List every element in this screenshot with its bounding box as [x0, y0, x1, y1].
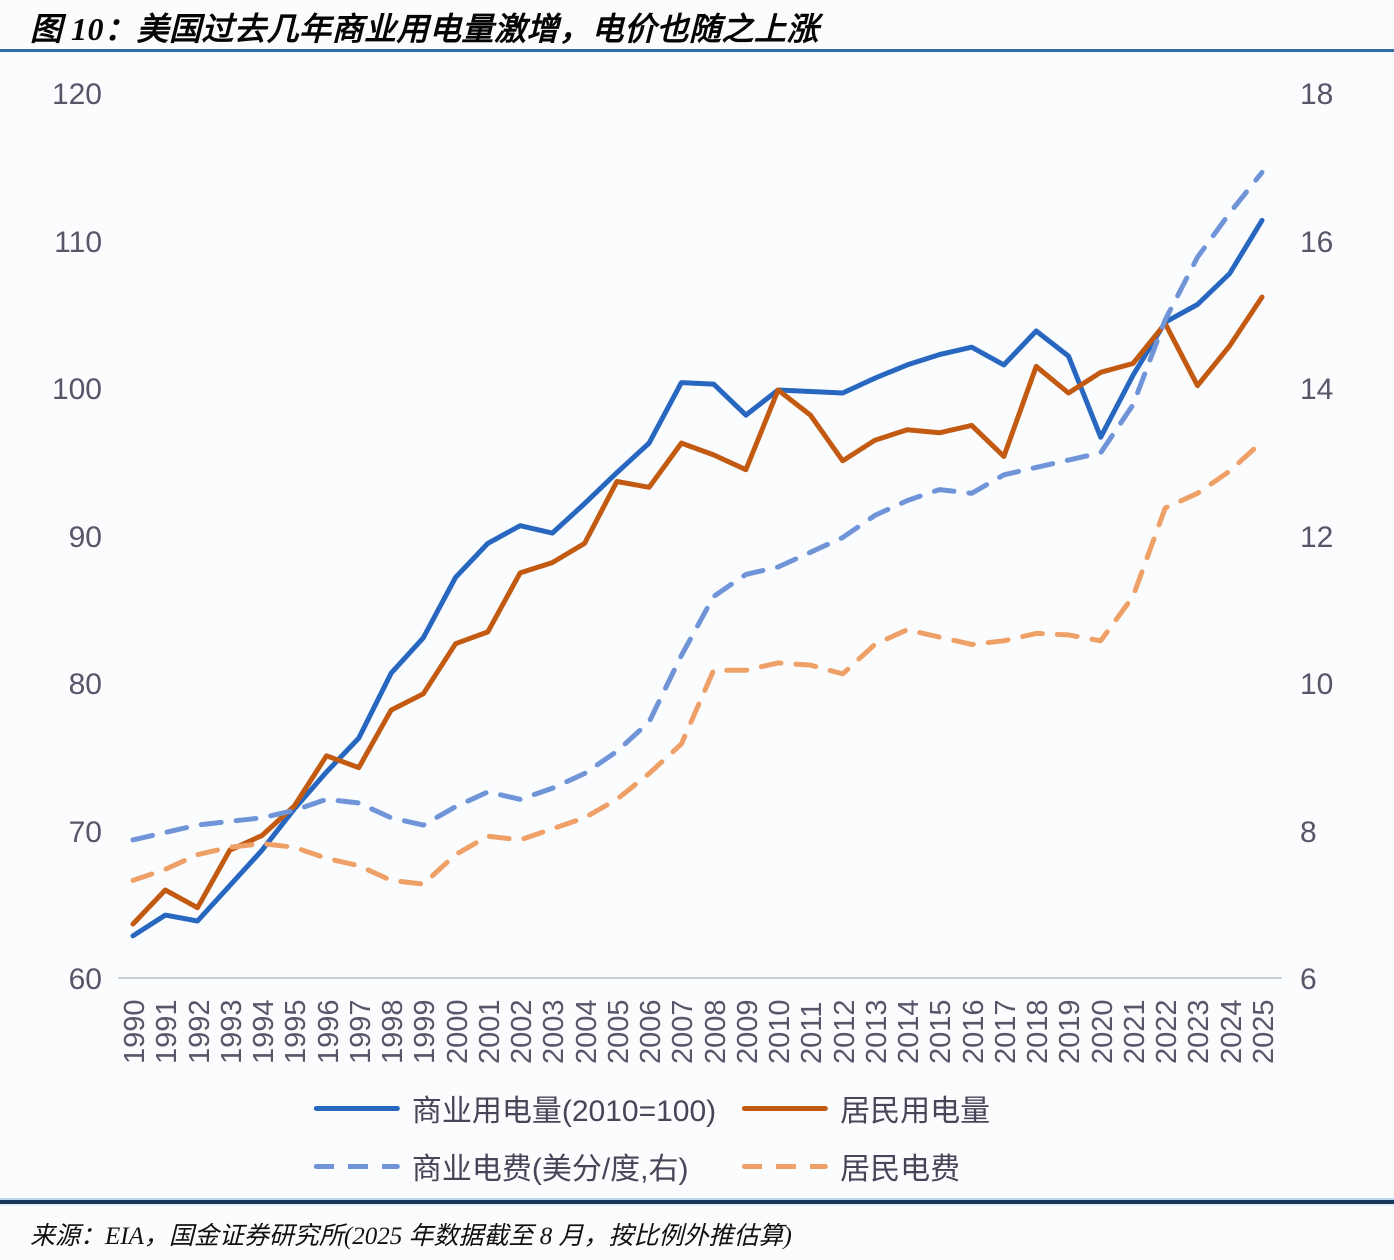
series-line-1 [130, 294, 1265, 927]
x-tick-1991: 1991 [151, 999, 184, 1064]
legend-item-residential-price: 居民电费 [742, 1144, 990, 1188]
x-tick-2002: 2002 [506, 999, 539, 1064]
legend-item-commercial-price: 商业电费(美分/度,右) [313, 1144, 716, 1188]
right-tick-6: 6 [1300, 963, 1317, 996]
x-tick-1994: 1994 [248, 999, 281, 1064]
right-tick-16: 16 [1300, 225, 1334, 259]
left-tick-110: 110 [54, 225, 102, 259]
x-tick-2013: 2013 [860, 999, 893, 1064]
x-tick-2016: 2016 [957, 999, 990, 1064]
x-tick-2011: 2011 [796, 1001, 829, 1064]
x-tick-2023: 2023 [1183, 999, 1216, 1064]
legend-label: 商业用电量(2010=100) [411, 1095, 717, 1128]
right-tick-14: 14 [1300, 373, 1334, 406]
x-tick-2022: 2022 [1151, 999, 1184, 1064]
legend-label: 商业电费(美分/度,右) [411, 1153, 689, 1186]
legend-label: 居民用电量 [840, 1095, 991, 1128]
series-line-0 [130, 217, 1265, 939]
left-tick-70: 70 [68, 815, 102, 849]
x-tick-2015: 2015 [925, 999, 958, 1064]
x-tick-2017: 2017 [989, 999, 1022, 1064]
title-divider [0, 49, 1394, 52]
x-tick-2001: 2001 [473, 999, 506, 1064]
right-tick-8: 8 [1300, 815, 1317, 849]
x-tick-2010: 2010 [764, 999, 797, 1064]
x-tick-2006: 2006 [635, 999, 668, 1064]
x-tick-2004: 2004 [570, 999, 603, 1064]
x-tick-2014: 2014 [893, 999, 926, 1064]
legend-item-commercial-use: 商业用电量(2010=100) [313, 1086, 717, 1130]
x-tick-2019: 2019 [1054, 999, 1087, 1064]
dashed-blue-line-swatch [313, 1163, 400, 1169]
x-tick-2003: 2003 [538, 999, 571, 1064]
x-tick-2020: 2020 [1086, 999, 1119, 1064]
x-tick-1997: 1997 [344, 999, 377, 1064]
series-line-3 [130, 439, 1265, 887]
x-tick-2009: 2009 [731, 999, 764, 1064]
x-tick-1998: 1998 [377, 999, 410, 1064]
x-tick-1999: 1999 [409, 999, 442, 1064]
x-tick-2021: 2021 [1118, 999, 1151, 1064]
x-axis-line [118, 977, 1282, 979]
x-tick-1992: 1992 [183, 999, 216, 1064]
series-line-2 [130, 169, 1265, 843]
legend-item-residential-use: 居民用电量 [742, 1086, 990, 1130]
right-tick-18: 18 [1300, 78, 1334, 111]
left-tick-90: 90 [68, 520, 102, 554]
x-tick-2000: 2000 [441, 999, 474, 1064]
footer-divider [0, 1200, 1394, 1204]
x-tick-2005: 2005 [602, 999, 635, 1064]
solid-blue-line-swatch [313, 1105, 400, 1111]
x-tick-2024: 2024 [1215, 999, 1248, 1064]
left-tick-60: 60 [68, 963, 102, 996]
x-tick-1990: 1990 [119, 999, 151, 1064]
x-tick-1996: 1996 [312, 999, 345, 1064]
solid-orange-line-swatch [742, 1105, 829, 1111]
legend-label: 居民电费 [840, 1153, 961, 1186]
x-tick-2018: 2018 [1022, 999, 1055, 1064]
x-tick-2007: 2007 [667, 999, 700, 1064]
left-tick-80: 80 [68, 668, 102, 701]
left-tick-100: 100 [51, 373, 102, 406]
legend: 商业用电量(2010=100) 居民用电量 商业电费(美分/度,右) 居民电费 [313, 1086, 990, 1188]
figure-title: 图 10：美国过去几年商业用电量激增，电价也随之上涨 [30, 11, 820, 47]
right-tick-12: 12 [1300, 520, 1334, 554]
right-tick-10: 10 [1300, 668, 1334, 701]
x-tick-2008: 2008 [699, 999, 732, 1064]
dashed-orange-line-swatch [742, 1163, 829, 1169]
left-tick-120: 120 [51, 78, 102, 111]
x-tick-1995: 1995 [280, 999, 313, 1064]
x-tick-1993: 1993 [215, 999, 248, 1064]
source-note: 来源：EIA，国金证券研究所(2025 年数据截至 8 月，按比例外推估算) [30, 1223, 792, 1250]
x-tick-2025: 2025 [1248, 999, 1280, 1064]
x-tick-2012: 2012 [828, 999, 861, 1064]
